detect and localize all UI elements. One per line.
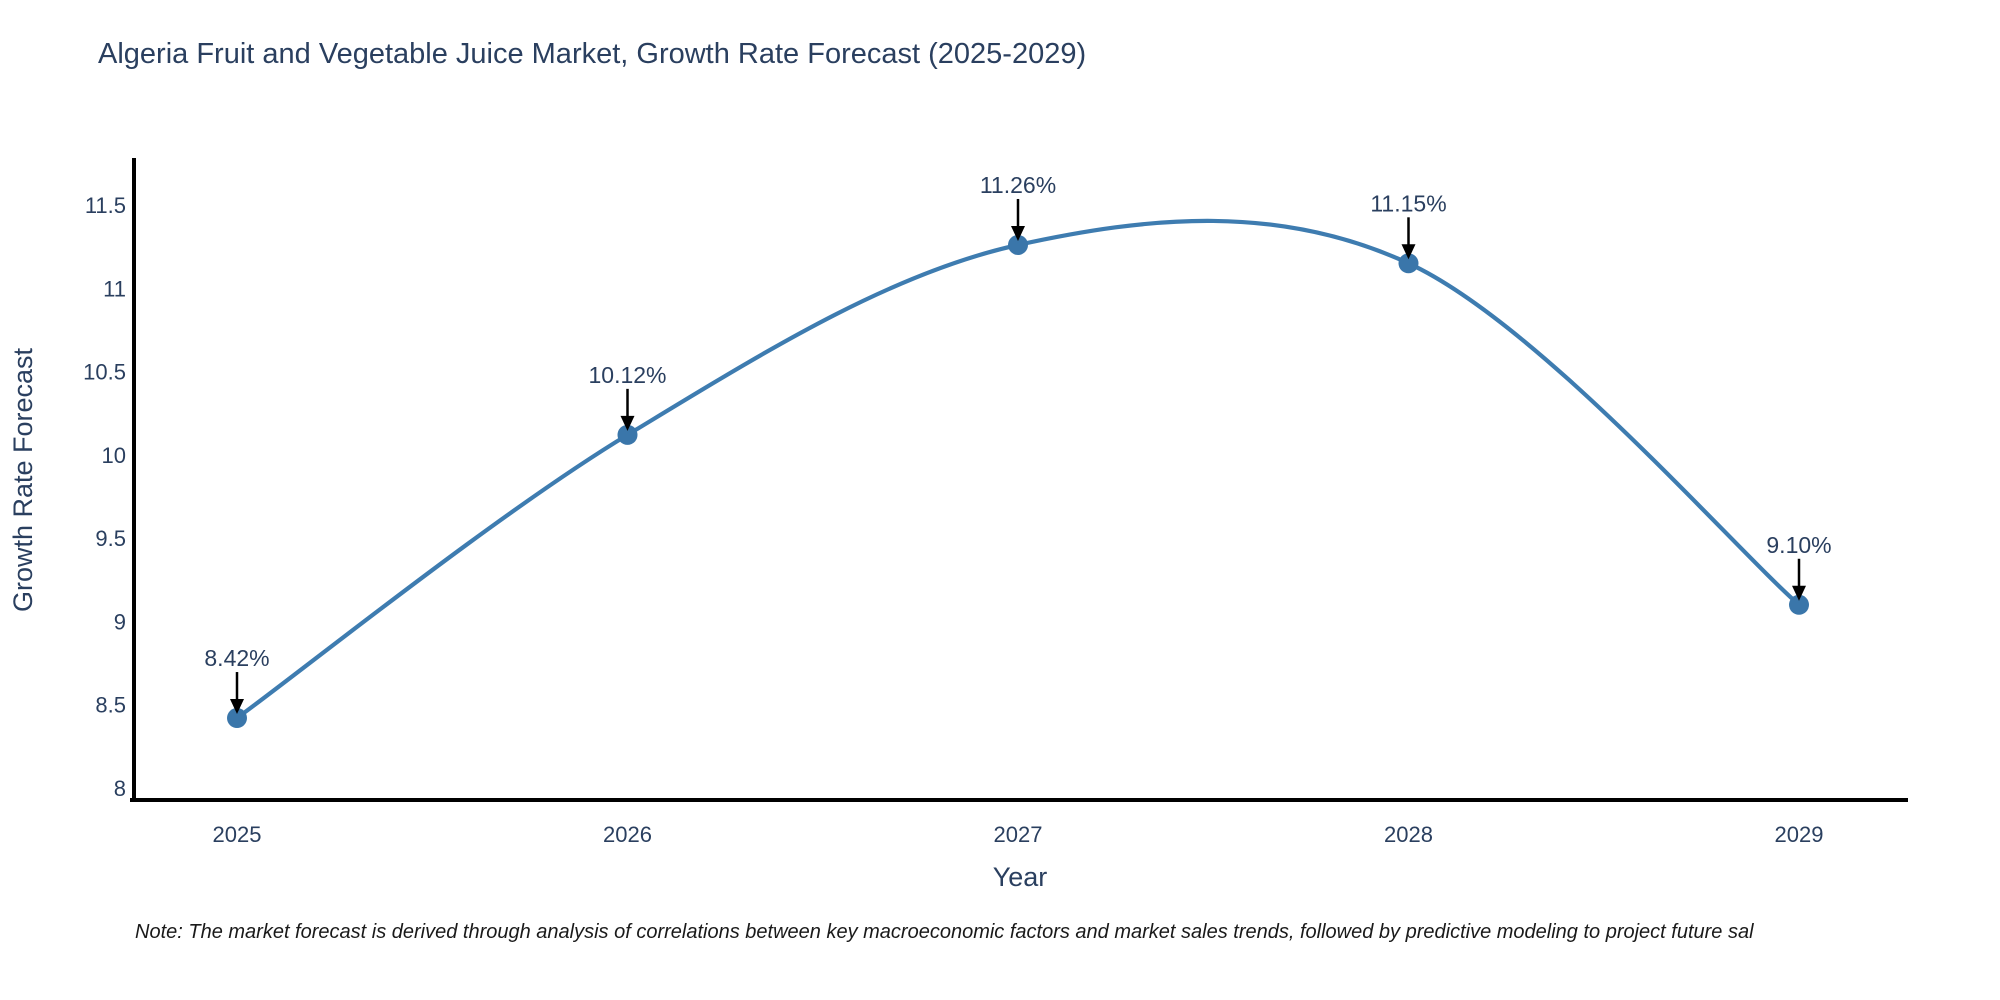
- y-tick-label: 9: [114, 609, 126, 634]
- data-point-2026: [617, 424, 638, 445]
- data-point-2025: [227, 708, 247, 729]
- point-annotation: 11.15%: [1370, 190, 1446, 216]
- trend-line: [234, 218, 1802, 721]
- annotation-arrowhead: [230, 699, 244, 715]
- y-tick-label: 9.5: [95, 526, 126, 551]
- x-tick-label: 2028: [1384, 822, 1433, 847]
- y-tick-label: 8: [114, 776, 126, 801]
- data-series: [227, 218, 1809, 729]
- footnote: Note: The market forecast is derived thr…: [135, 921, 1754, 943]
- annotation-arrowhead: [620, 415, 635, 431]
- y-axis-title: Growth Rate Forecast: [8, 347, 38, 612]
- x-tick-label: 2027: [994, 822, 1043, 847]
- x-tick-label: 2025: [213, 822, 262, 847]
- y-tick-label: 11: [103, 276, 126, 301]
- x-tick-label: 2026: [603, 822, 652, 847]
- annotation-arrowhead: [1792, 585, 1806, 601]
- y-tick-label: 8.5: [95, 693, 126, 718]
- point-annotation: 11.26%: [980, 172, 1056, 198]
- data-point-2027: [1008, 234, 1028, 255]
- data-point-2029: [1789, 594, 1809, 615]
- annotation-arrowhead: [1011, 225, 1025, 241]
- x-tick-label: 2029: [1775, 822, 1824, 847]
- point-annotation: 9.10%: [1766, 532, 1831, 558]
- y-tick-label: 10.5: [83, 360, 126, 385]
- point-annotations: 8.42% 10.12% 11.26% 11.15% 9.10%: [204, 172, 1832, 715]
- x-axis-ticks: 2025 2026 2027 2028 2029: [213, 822, 1824, 847]
- point-annotation: 8.42%: [204, 645, 269, 671]
- y-tick-label: 10: [102, 443, 126, 468]
- point-annotation: 10.12%: [588, 362, 666, 388]
- data-point-2028: [1398, 253, 1419, 274]
- annotation-arrowhead: [1401, 244, 1416, 260]
- chart-title: Algeria Fruit and Vegetable Juice Market…: [98, 38, 1087, 70]
- x-axis-title: Year: [993, 862, 1048, 892]
- y-tick-label: 11.5: [85, 193, 126, 218]
- y-axis-ticks: 8 8.5 9 9.5 10 10.5 11 11.5: [83, 193, 126, 801]
